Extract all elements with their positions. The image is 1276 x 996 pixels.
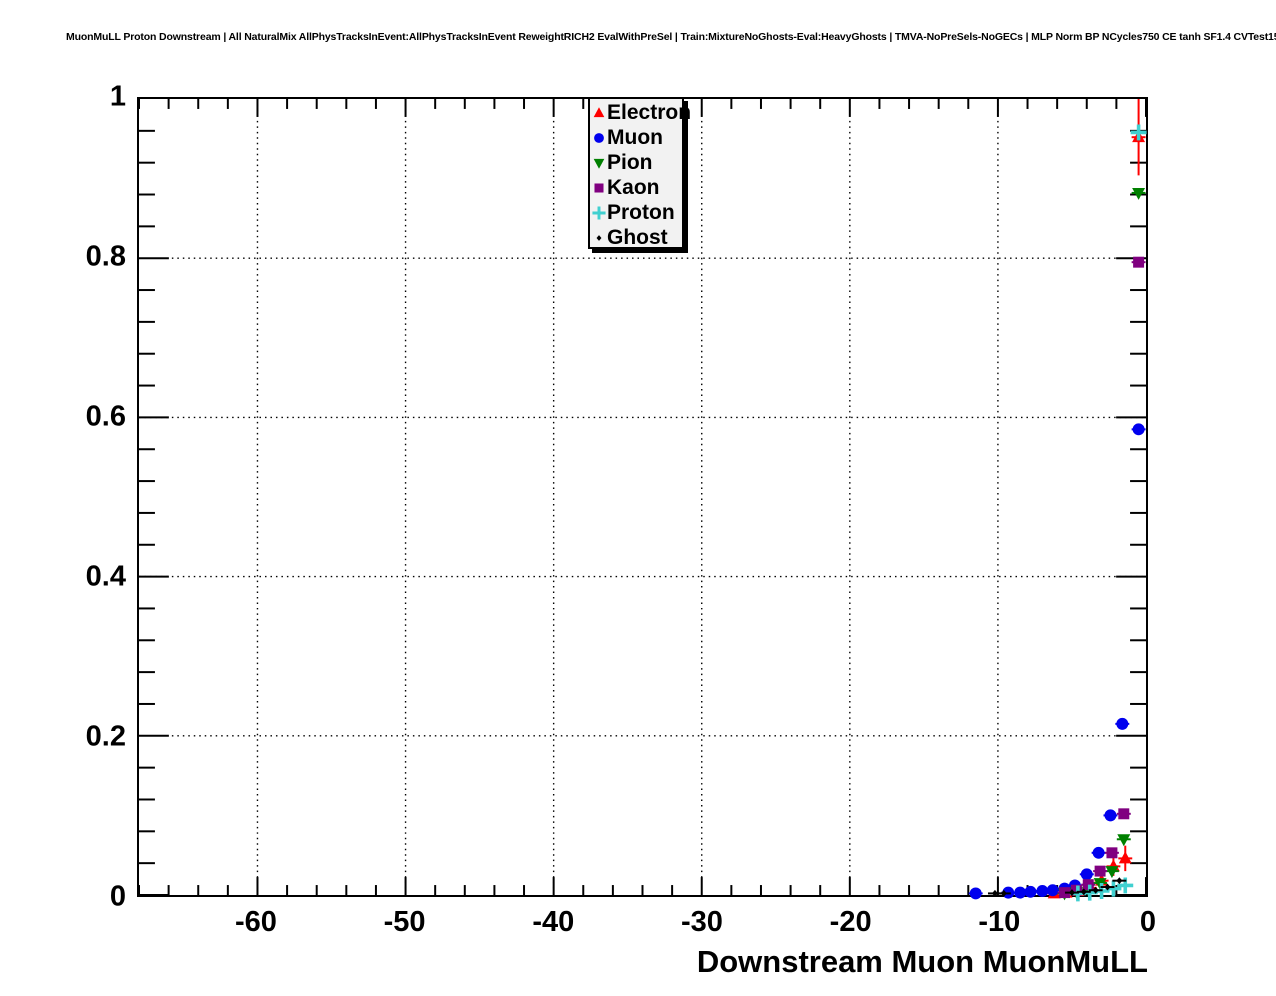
legend-item-kaon[interactable]: Kaon: [590, 175, 682, 200]
x-tick-label: -40: [532, 906, 575, 938]
circle-icon: [592, 128, 606, 148]
legend-item-label: Kaon: [607, 176, 660, 199]
axis-ticks: [138, 99, 1147, 896]
series-proton: [1069, 124, 1147, 902]
legend[interactable]: Electron Muon Pion Kaon Proton Ghost: [588, 97, 691, 250]
cross-icon: [592, 203, 606, 223]
gridlines: [139, 99, 1146, 895]
y-tick-label: 0: [109, 880, 126, 913]
x-tick-label: -20: [829, 906, 872, 938]
series-ghost: [987, 877, 1127, 897]
x-tick-label: -60: [234, 906, 277, 938]
y-tick-label: 0.2: [85, 720, 126, 753]
legend-item-label: Ghost: [607, 226, 668, 249]
y-tick-label: 1: [109, 80, 126, 113]
x-tick-label: -50: [383, 906, 426, 938]
legend-item-proton[interactable]: Proton: [590, 200, 682, 225]
page-title: MuonMuLL Proton Downstream | All Natural…: [66, 31, 1276, 43]
y-tick-label: 0.4: [85, 560, 126, 593]
y-axis-labels: 0 0.2 0.4 0.6 0.8 1: [0, 81, 126, 913]
x-axis-labels: -60 -50 -40 -30 -20 -10 0: [137, 906, 1156, 942]
legend-item-label: Muon: [607, 126, 663, 149]
x-tick-label: 0: [1139, 906, 1157, 938]
legend-item-label: Electron: [607, 101, 692, 124]
triangle-down-icon: [592, 153, 606, 173]
legend-item-label: Proton: [607, 201, 675, 224]
legend-item-label: Pion: [607, 151, 653, 174]
series-kaon: [1057, 256, 1146, 899]
y-tick-label: 0.8: [85, 240, 126, 273]
legend-item-pion[interactable]: Pion: [590, 150, 682, 175]
x-tick-label: -30: [681, 906, 723, 938]
series-pion: [1057, 187, 1146, 901]
square-icon: [592, 178, 606, 198]
x-axis-title: Downstream Muon MuonMuLL: [696, 944, 1148, 979]
triangle-up-icon: [592, 103, 606, 123]
series-muon: [968, 423, 1146, 900]
legend-item-ghost[interactable]: Ghost: [590, 225, 682, 250]
data-points[interactable]: [139, 99, 1147, 902]
legend-item-electron[interactable]: Electron: [590, 100, 691, 125]
legend-item-muon[interactable]: Muon: [590, 125, 682, 150]
dot-icon: [592, 228, 606, 248]
x-tick-label: -10: [978, 906, 1021, 938]
y-tick-label: 0.6: [85, 400, 126, 433]
series-electron: [1047, 99, 1146, 899]
